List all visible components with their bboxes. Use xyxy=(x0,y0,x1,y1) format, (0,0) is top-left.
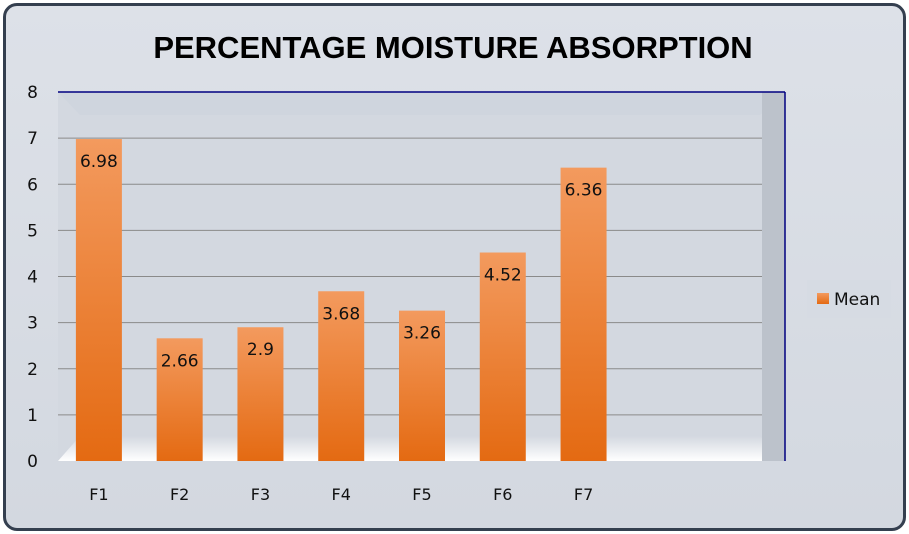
y-tick-label: 4 xyxy=(27,268,38,288)
bar-f2 xyxy=(156,338,203,461)
x-tick-label: F4 xyxy=(332,485,351,504)
x-tick-label: F7 xyxy=(574,485,593,504)
bar-f6 xyxy=(479,252,526,461)
bar-f4 xyxy=(318,291,365,461)
bar-f3 xyxy=(237,327,284,461)
y-tick-label: 7 xyxy=(27,129,38,149)
data-label: 4.52 xyxy=(484,266,522,286)
data-label: 6.36 xyxy=(565,181,603,201)
y-tick-label: 6 xyxy=(27,175,38,195)
y-tick-label: 3 xyxy=(27,314,38,334)
plot-bevel-top xyxy=(58,92,785,115)
x-tick-label: F5 xyxy=(412,485,431,504)
data-label: 3.26 xyxy=(403,324,441,344)
x-tick-label: F1 xyxy=(89,485,108,504)
bar-f5 xyxy=(399,310,445,461)
y-tick-label: 1 xyxy=(27,406,38,426)
plot-bevel-right xyxy=(762,92,785,461)
x-tick-label: F2 xyxy=(170,485,189,504)
legend-label-mean: Mean xyxy=(834,290,880,310)
bar-f1 xyxy=(75,139,122,462)
y-tick-label: 5 xyxy=(27,221,38,241)
chart-title: PERCENTAGE MOISTURE ABSORPTION xyxy=(153,30,752,65)
y-tick-label: 8 xyxy=(27,83,38,103)
data-label: 6.98 xyxy=(80,152,118,172)
x-tick-label: F6 xyxy=(493,485,512,504)
x-tick-label: F3 xyxy=(251,485,270,504)
bar-f7 xyxy=(560,167,607,461)
data-label: 3.68 xyxy=(322,304,360,324)
legend-swatch-mean xyxy=(817,293,829,304)
data-label: 2.9 xyxy=(247,340,274,360)
y-tick-label: 0 xyxy=(27,452,38,472)
data-label: 2.66 xyxy=(161,351,199,371)
y-tick-label: 2 xyxy=(27,360,38,380)
